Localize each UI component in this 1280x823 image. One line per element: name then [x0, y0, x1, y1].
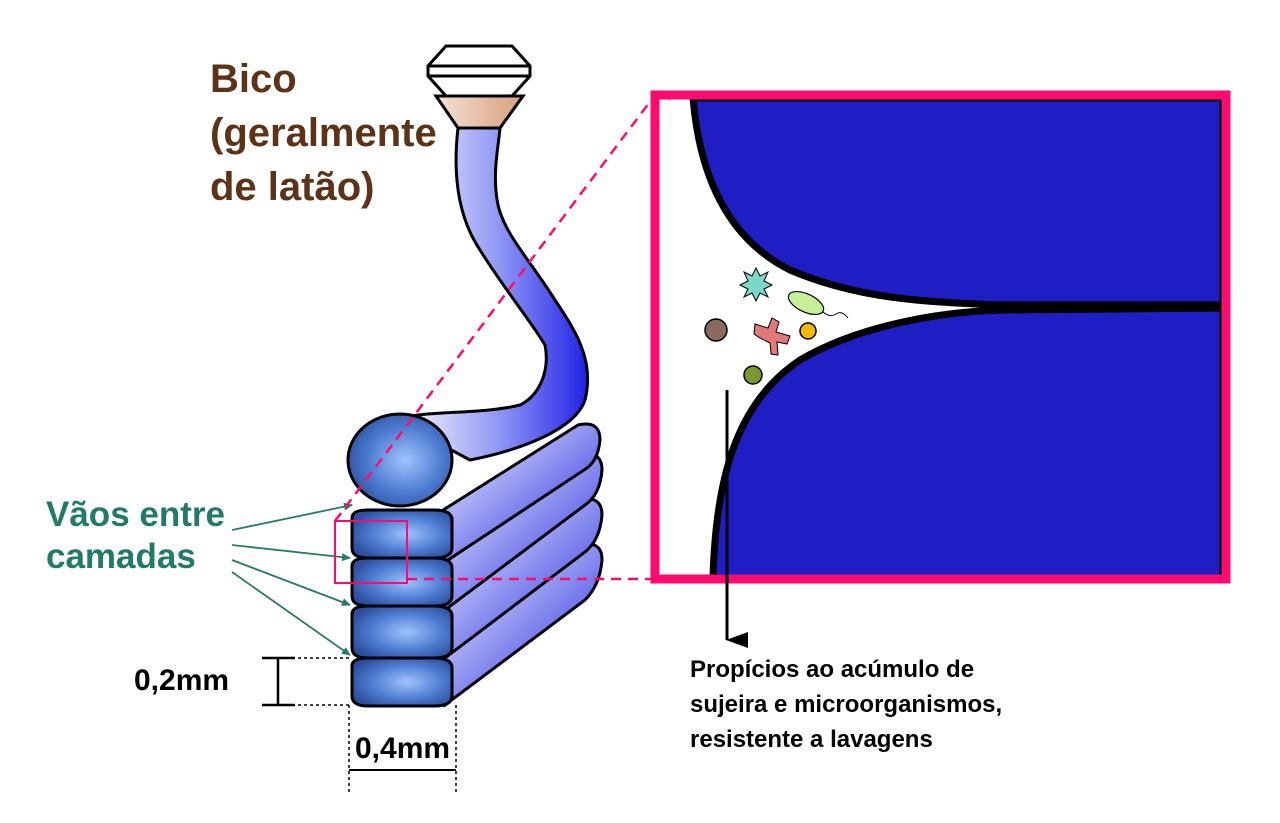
zoom-frame: [650, 90, 1231, 584]
zoom-upper-filament: [689, 94, 1227, 309]
layer-strands: [438, 422, 604, 708]
layer-height-label: 0,2mm: [134, 664, 230, 697]
note-text: Propícios ao acúmulo de sujeira e microo…: [690, 652, 1002, 757]
nozzle-body: [426, 44, 532, 98]
nozzle-label: Bico (geralmente de latão): [210, 52, 437, 214]
gap-label-line: Vãos entre: [46, 495, 225, 534]
layer-beads: [346, 412, 454, 708]
nozzle: [426, 44, 532, 130]
zoom-lower-filament: [709, 304, 1227, 582]
layer-bead: [350, 656, 454, 708]
microbe-flagellum: [822, 311, 849, 319]
dimension-height: [262, 656, 352, 707]
layer-bead: [350, 604, 454, 660]
note-line: resistente a lavagens: [690, 726, 933, 753]
microbe-yellow-icon: [799, 322, 817, 340]
gap-label: Vãos entre camadas: [46, 494, 225, 578]
nozzle-label-line: Bico: [210, 57, 297, 101]
microbe-olive-icon: [743, 365, 763, 385]
dimension-width: [348, 705, 457, 792]
zoom-connector-top: [334, 94, 656, 522]
note-line: sujeira e microorganismos,: [690, 691, 1003, 718]
top-bead: [346, 412, 454, 508]
nozzle-label-line: de latão): [210, 165, 375, 209]
nozzle-tip: [433, 94, 526, 130]
microbe-pink-icon: [753, 317, 791, 356]
layer-bead: [350, 508, 454, 560]
note-line: Propícios ao acúmulo de: [690, 656, 975, 683]
microbe-teal-icon: [738, 266, 774, 303]
nozzle-label-line: (geralmente: [210, 111, 437, 155]
microbe-green-icon: [787, 290, 825, 316]
microbe-brown-icon: [704, 318, 728, 342]
layer-width-label: 0,4mm: [355, 732, 451, 765]
zoom-selection: [334, 520, 408, 584]
zoom-panel: [650, 90, 1231, 584]
gap-label-line: camadas: [46, 537, 196, 576]
gap-arrows: [231, 502, 353, 656]
